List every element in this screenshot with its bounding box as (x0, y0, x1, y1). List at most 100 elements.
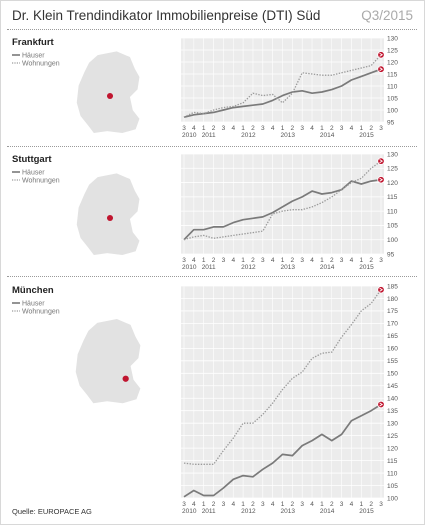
x-quarter-label: 2 (251, 257, 255, 264)
x-quarter-label: 2 (212, 501, 216, 508)
germany-shape (76, 173, 140, 256)
legend-wohnungen-label: Wohnungen (22, 61, 60, 68)
x-quarter-label: 1 (241, 125, 245, 132)
x-quarter-label: 1 (281, 257, 285, 264)
x-quarter-label: 3 (300, 125, 304, 132)
x-quarter-label: 3 (261, 257, 265, 264)
legend-haeuser-label: Häuser (22, 301, 45, 308)
x-quarter-label: 2 (212, 257, 216, 264)
x-quarter-label: 1 (281, 125, 285, 132)
x-quarter-label: 1 (359, 257, 363, 264)
y-tick-label: 135 (387, 408, 398, 415)
end-marker-haeuser (377, 65, 385, 73)
x-quarter-label: 4 (350, 257, 354, 264)
x-year-label: 2013 (281, 132, 296, 139)
x-quarter-label: 2 (369, 257, 373, 264)
x-quarter-label: 3 (379, 501, 383, 508)
x-year-label: 2015 (359, 508, 374, 515)
y-tick-label: 170 (387, 321, 398, 328)
x-quarter-label: 3 (261, 501, 265, 508)
y-tick-label: 100 (387, 237, 398, 244)
x-quarter-label: 1 (320, 257, 324, 264)
y-tick-label: 95 (387, 119, 395, 126)
x-quarter-label: 4 (310, 257, 314, 264)
x-year-label: 2014 (320, 508, 335, 515)
x-quarter-label: 3 (379, 125, 383, 132)
x-quarter-label: 3 (222, 125, 226, 132)
y-tick-label: 120 (387, 180, 398, 187)
y-tick-label: 110 (387, 83, 398, 90)
page-title: Dr. Klein Trendindikator Immobilienpreis… (12, 8, 321, 23)
x-quarter-label: 2 (330, 125, 334, 132)
x-quarter-label: 2 (291, 125, 295, 132)
x-quarter-label: 1 (202, 257, 206, 264)
x-quarter-label: 4 (271, 501, 275, 508)
x-year-label: 2011 (202, 508, 216, 515)
x-year-label: 2010 (182, 508, 197, 515)
end-marker-arrow (379, 287, 384, 292)
x-quarter-label: 1 (241, 501, 245, 508)
x-year-label: 2014 (320, 132, 335, 139)
y-tick-label: 155 (387, 358, 398, 365)
x-quarter-label: 2 (369, 501, 373, 508)
legend-wohnungen-label: Wohnungen (22, 178, 60, 185)
city-marker-stuttgart (106, 214, 114, 222)
end-marker-wohnungen (377, 51, 385, 59)
y-tick-label: 115 (387, 71, 398, 78)
y-tick-label: 150 (387, 371, 398, 378)
separator-frankfurt (7, 146, 417, 147)
x-quarter-label: 3 (300, 257, 304, 264)
x-quarter-label: 1 (281, 501, 285, 508)
x-quarter-label: 2 (330, 501, 334, 508)
city-marker-muenchen (122, 375, 129, 382)
x-quarter-label: 3 (340, 257, 344, 264)
germany-shape (75, 318, 141, 404)
x-quarter-label: 3 (379, 257, 383, 264)
y-tick-label: 105 (387, 223, 398, 230)
x-year-label: 2012 (241, 508, 256, 515)
x-quarter-label: 1 (320, 125, 324, 132)
x-quarter-label: 2 (251, 125, 255, 132)
x-year-label: 2015 (359, 132, 374, 139)
legend-haeuser-label: Häuser (22, 170, 45, 177)
x-year-label: 2012 (241, 132, 256, 139)
y-tick-label: 105 (387, 483, 398, 490)
x-quarter-label: 4 (271, 125, 275, 132)
city-title-frankfurt: Frankfurt (12, 37, 55, 48)
series-line-haeuser (183, 68, 382, 119)
separator-top (7, 29, 417, 30)
y-tick-label: 180 (387, 296, 398, 303)
x-quarter-label: 2 (369, 125, 373, 132)
y-tick-label: 100 (387, 495, 398, 502)
city-marker-frankfurt (106, 92, 114, 100)
x-quarter-label: 4 (231, 257, 235, 264)
x-quarter-label: 1 (359, 501, 363, 508)
x-quarter-label: 2 (330, 257, 334, 264)
x-quarter-label: 2 (251, 501, 255, 508)
x-quarter-label: 3 (182, 257, 186, 264)
x-quarter-label: 3 (182, 501, 186, 508)
y-tick-label: 130 (387, 151, 398, 158)
y-tick-label: 115 (387, 194, 398, 201)
x-quarter-label: 1 (320, 501, 324, 508)
germany-map-muenchen (75, 318, 141, 404)
y-tick-label: 145 (387, 383, 398, 390)
end-marker-arrow (379, 159, 384, 164)
end-marker-arrow (379, 52, 384, 57)
x-quarter-label: 4 (192, 125, 196, 132)
x-year-label: 2013 (281, 508, 296, 515)
series-line-haeuser (183, 403, 382, 498)
period-label: Q3/2015 (361, 8, 413, 23)
y-tick-label: 100 (387, 107, 398, 114)
x-quarter-label: 4 (271, 257, 275, 264)
end-marker-haeuser (377, 176, 385, 184)
x-quarter-label: 3 (182, 125, 186, 132)
x-quarter-label: 4 (192, 501, 196, 508)
city-title-stuttgart: Stuttgart (12, 154, 52, 165)
x-year-label: 2013 (281, 264, 296, 271)
x-quarter-label: 4 (310, 125, 314, 132)
x-quarter-label: 4 (350, 125, 354, 132)
x-quarter-label: 2 (291, 501, 295, 508)
x-quarter-label: 1 (359, 125, 363, 132)
